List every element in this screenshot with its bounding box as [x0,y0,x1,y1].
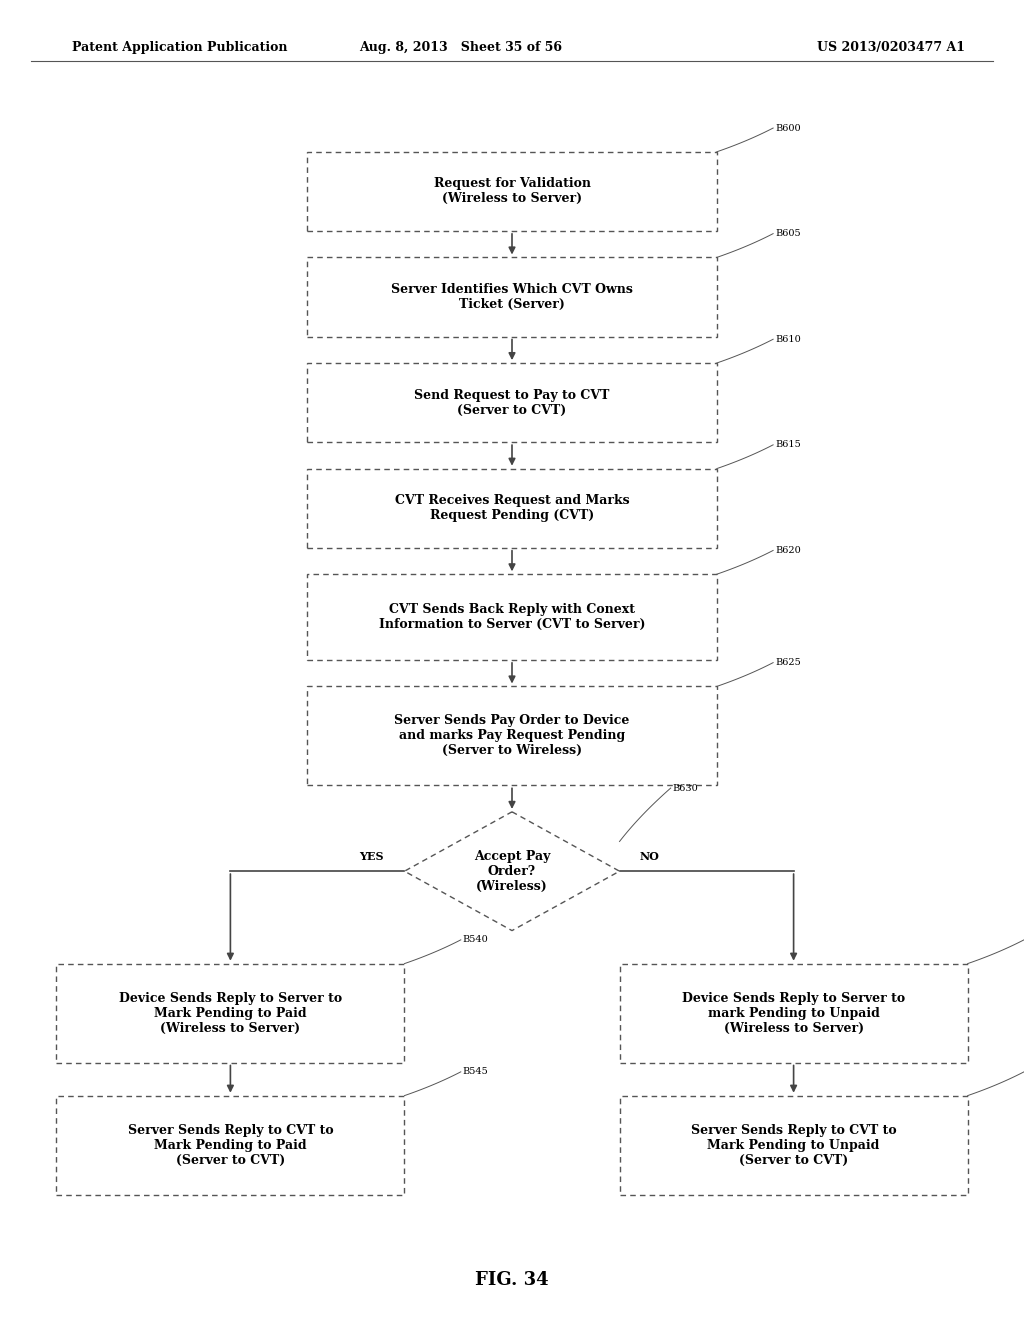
FancyBboxPatch shape [307,257,717,337]
Text: Request for Validation
(Wireless to Server): Request for Validation (Wireless to Serv… [433,177,591,206]
FancyBboxPatch shape [307,152,717,231]
FancyBboxPatch shape [56,1096,404,1195]
Text: B545: B545 [463,1068,488,1076]
FancyBboxPatch shape [307,574,717,660]
Text: B615: B615 [775,441,801,449]
Text: Patent Application Publication: Patent Application Publication [72,41,287,54]
FancyBboxPatch shape [620,964,968,1063]
Text: B540: B540 [463,936,488,944]
Text: Server Identifies Which CVT Owns
Ticket (Server): Server Identifies Which CVT Owns Ticket … [391,282,633,312]
Text: CVT Sends Back Reply with Conext
Information to Server (CVT to Server): CVT Sends Back Reply with Conext Informa… [379,603,645,631]
Text: Device Sends Reply to Server to
mark Pending to Unpaid
(Wireless to Server): Device Sends Reply to Server to mark Pen… [682,991,905,1035]
Text: B625: B625 [775,659,801,667]
Text: B630: B630 [673,784,698,792]
FancyBboxPatch shape [56,964,404,1063]
Text: B605: B605 [775,230,801,238]
Text: Accept Pay
Order?
(Wireless): Accept Pay Order? (Wireless) [474,850,550,892]
Text: YES: YES [359,851,384,862]
Text: B600: B600 [775,124,801,132]
Text: FIG. 34: FIG. 34 [475,1271,549,1290]
FancyBboxPatch shape [620,1096,968,1195]
Text: Server Sends Reply to CVT to
Mark Pending to Unpaid
(Server to CVT): Server Sends Reply to CVT to Mark Pendin… [691,1123,896,1167]
Text: B620: B620 [775,546,801,554]
Text: Aug. 8, 2013   Sheet 35 of 56: Aug. 8, 2013 Sheet 35 of 56 [359,41,562,54]
Text: Server Sends Pay Order to Device
and marks Pay Request Pending
(Server to Wirele: Server Sends Pay Order to Device and mar… [394,714,630,758]
Text: CVT Receives Request and Marks
Request Pending (CVT): CVT Receives Request and Marks Request P… [394,494,630,523]
Text: Server Sends Reply to CVT to
Mark Pending to Paid
(Server to CVT): Server Sends Reply to CVT to Mark Pendin… [128,1123,333,1167]
Text: Send Request to Pay to CVT
(Server to CVT): Send Request to Pay to CVT (Server to CV… [415,388,609,417]
FancyBboxPatch shape [307,469,717,548]
FancyBboxPatch shape [307,363,717,442]
FancyBboxPatch shape [307,686,717,785]
Text: US 2013/0203477 A1: US 2013/0203477 A1 [817,41,965,54]
Text: Device Sends Reply to Server to
Mark Pending to Paid
(Wireless to Server): Device Sends Reply to Server to Mark Pen… [119,991,342,1035]
Text: B610: B610 [775,335,801,343]
Text: NO: NO [640,851,659,862]
